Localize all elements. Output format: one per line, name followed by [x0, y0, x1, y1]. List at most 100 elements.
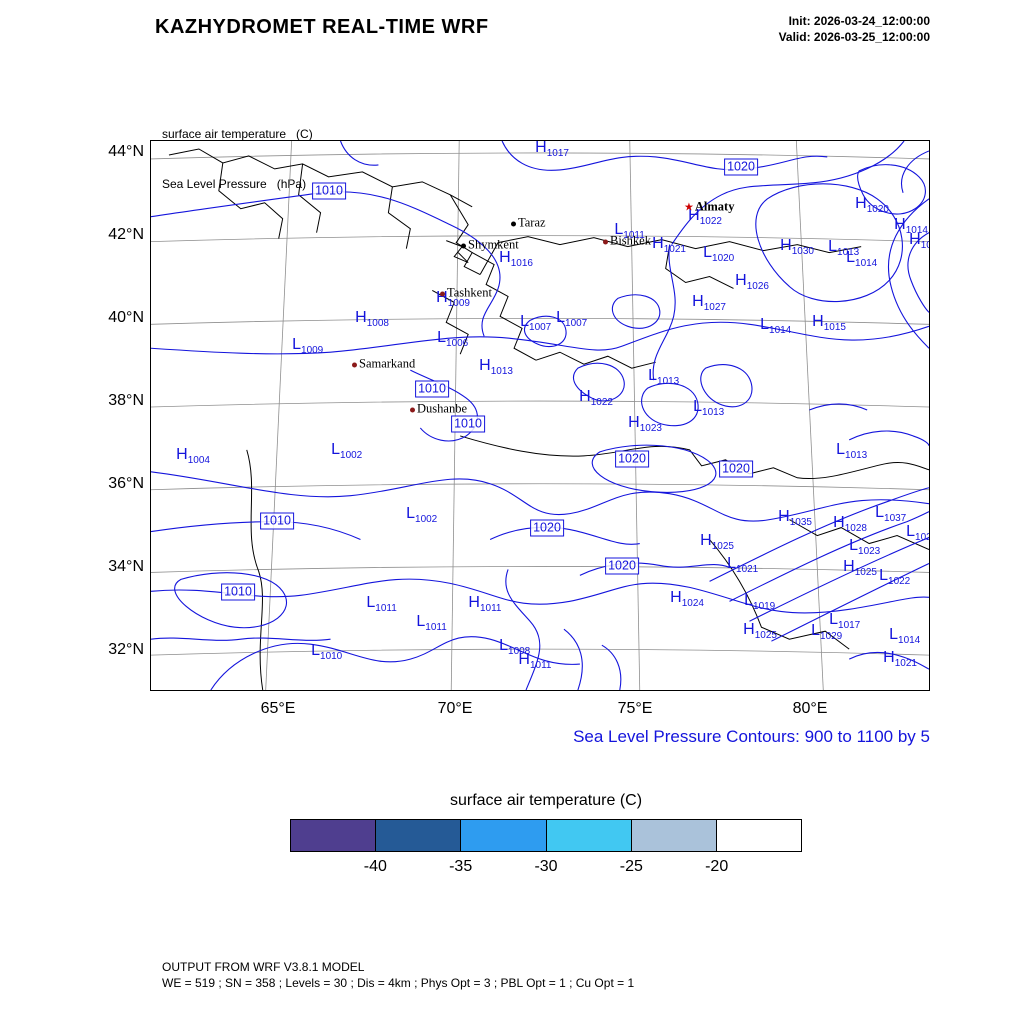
colorbar-tick-labels: -40 -35 -30 -25 -20 [290, 858, 802, 880]
low-letter: L [311, 642, 321, 660]
high-pressure-marker: H1025 [843, 559, 877, 578]
low-letter: L [849, 537, 859, 555]
contour-label-box: 1020 [615, 450, 649, 468]
high-pressure-marker: H1016 [499, 250, 533, 269]
high-pressure-marker: H1017 [535, 141, 569, 159]
pressure-value: 1015 [823, 322, 846, 334]
low-letter: L [889, 626, 899, 644]
low-pressure-marker: L1002 [331, 442, 362, 461]
city-dot-icon [440, 291, 445, 297]
high-letter: H [479, 357, 491, 375]
city-name: Dushanbe [417, 401, 467, 416]
city-name: Samarkand [359, 356, 416, 371]
pressure-value: 1007 [529, 322, 552, 334]
field-label-temperature: surface air temperature (C) [162, 126, 313, 141]
pressure-value: 1008 [508, 646, 531, 658]
high-letter: H [700, 532, 712, 550]
pressure-value: 1010 [320, 651, 343, 663]
low-letter: L [703, 244, 713, 262]
pressure-value: 1009 [447, 298, 470, 310]
low-pressure-marker: L1002 [406, 505, 437, 525]
low-pressure-marker: L1011 [416, 614, 446, 633]
colorbar-tick-label: -25 [619, 858, 643, 875]
colorbar-tick-label: -30 [534, 858, 558, 875]
pressure-value: 1019 [753, 601, 776, 613]
high-pressure-marker: H1009 [436, 290, 470, 310]
city-marker: Dushanbe [410, 402, 467, 417]
high-letter: H [688, 207, 700, 225]
high-pressure-marker: H1035 [778, 509, 812, 528]
high-letter: H [855, 195, 867, 213]
high-pressure-marker: H1014 [894, 217, 928, 236]
pressure-contours [151, 141, 929, 690]
pressure-value: 1013 [845, 450, 868, 462]
low-letter: L [744, 592, 754, 610]
field-label-pressure: Sea Level Pressure (hPa) [162, 176, 307, 191]
low-letter: L [906, 523, 916, 541]
run-times: Init: 2026-03-24_12:00:00 Valid: 2026-03… [779, 14, 930, 45]
city-marker: Bishkek [603, 234, 651, 249]
pressure-value: 1025 [711, 541, 734, 553]
high-letter: H [670, 589, 682, 607]
colorbar-swatch [375, 820, 461, 851]
city-marker: ★Almaty [684, 200, 734, 215]
pressure-value: 1014 [855, 258, 878, 270]
city-marker: Tashkent [440, 286, 492, 301]
lat-axis-label: 36°N [108, 475, 144, 492]
high-pressure-marker: H1026 [735, 273, 769, 293]
pressure-value: 1020 [712, 253, 735, 265]
cities-layer: Taraz Shymkent Bishkek ★Almaty Tashkent Samar… [151, 141, 929, 690]
lon-axis-label: 65°E [260, 700, 296, 717]
pressure-value: 1006 [446, 338, 469, 350]
low-pressure-marker: L1017 [829, 612, 861, 632]
high-letter: H [833, 514, 845, 532]
high-letter: H [780, 237, 792, 255]
high-letter: H [692, 293, 704, 311]
pressure-value: 1037 [884, 513, 907, 525]
low-pressure-marker: L1010 [311, 642, 343, 663]
pressure-value: 1028 [844, 523, 867, 535]
contour-label-box: 1020 [719, 460, 753, 478]
high-letter: H [579, 388, 591, 406]
high-pressure-marker: H1030 [780, 237, 814, 258]
low-letter: L [614, 221, 624, 239]
low-pressure-marker: L1020 [703, 244, 735, 265]
lat-axis-label: 32°N [108, 641, 144, 658]
high-letter: H [176, 446, 188, 464]
pressure-value: 1026 [746, 281, 769, 293]
pressure-value: 1012 [920, 240, 929, 252]
low-letter: L [760, 316, 770, 334]
colorbar-swatch [291, 820, 376, 851]
low-pressure-marker: L1006 [437, 330, 469, 350]
footer: OUTPUT FROM WRF V3.8.1 MODEL WE = 519 ; … [162, 960, 634, 991]
city-dot-icon [410, 407, 415, 413]
pressure-value: 1030 [791, 246, 814, 258]
high-pressure-marker: H1027 [692, 293, 726, 313]
map-graphics [151, 141, 929, 690]
low-letter: L [499, 637, 509, 655]
high-letter: H [652, 235, 664, 253]
pressure-value: 1011 [529, 660, 552, 672]
low-pressure-marker: L1013 [828, 239, 859, 258]
low-letter: L [406, 505, 416, 523]
low-pressure-marker: L1013 [693, 399, 724, 418]
high-letter: H [812, 313, 824, 331]
contour-label-box: 1010 [221, 583, 255, 601]
high-pressure-marker: H1023 [628, 415, 662, 435]
colorbar-title: surface air temperature (C) [449, 792, 643, 809]
low-pressure-marker: L1023 [849, 537, 880, 557]
pressure-value: 1014 [898, 635, 921, 647]
lat-axis-label: 34°N [108, 558, 144, 575]
pressure-markers-layer: H101710201010H1020H1022H1014H1012L1011H1… [151, 141, 929, 690]
pressure-value: 1023 [639, 423, 662, 435]
high-pressure-marker: H1011 [518, 652, 552, 672]
city-marker: Taraz [511, 216, 546, 231]
pressure-value: 1017 [838, 620, 861, 632]
pressure-value: 1007 [565, 318, 588, 330]
pressure-value: 1021 [915, 532, 929, 544]
pressure-value: 1021 [894, 658, 917, 670]
lon-axis-label: 75°E [617, 700, 653, 717]
footer-model-line: OUTPUT FROM WRF V3.8.1 MODEL [162, 960, 365, 974]
low-pressure-marker: L1009 [292, 337, 323, 356]
lat-axis-label: 38°N [108, 392, 144, 409]
